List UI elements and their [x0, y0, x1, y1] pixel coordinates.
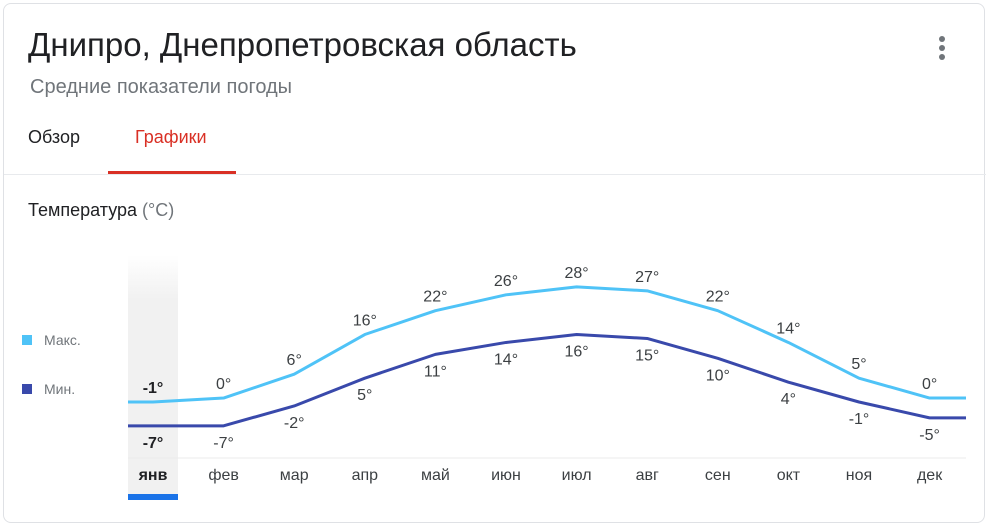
location-title: Днипро, Днепропетровская область — [28, 26, 577, 63]
more-vert-icon — [939, 36, 945, 42]
max-value-label: 0° — [216, 376, 231, 393]
max-value-label: 26° — [494, 273, 518, 290]
month-tab-6[interactable]: июл — [562, 467, 592, 484]
max-value-label: -1° — [143, 380, 164, 397]
min-value-label: 16° — [564, 344, 588, 361]
max-temperature-line — [128, 285, 966, 404]
max-value-label: 27° — [635, 269, 659, 286]
subtitle: Средние показатели погоды — [30, 76, 293, 98]
min-value-label: 4° — [781, 391, 796, 408]
min-value-label: -7° — [143, 435, 164, 452]
min-value-label: 11° — [424, 363, 447, 380]
temperature-chart: -1° 0° 6° 16° 22° 26° 28° 27° 22° 14° 5° 0° -7° -7° -2… — [128, 255, 966, 500]
max-value-label: 5° — [851, 356, 866, 373]
min-value-label: -2° — [284, 415, 305, 432]
month-tab-5[interactable]: июн — [491, 467, 521, 484]
month-tab-7[interactable]: авг — [636, 467, 659, 484]
legend-label-min: Мин. — [44, 381, 76, 397]
month-tab-4[interactable]: май — [421, 467, 450, 484]
max-value-label: 22° — [706, 289, 730, 306]
legend-swatch-min — [22, 384, 32, 395]
min-value-label: -5° — [919, 427, 940, 444]
legend-item-max: Макс. — [22, 332, 81, 348]
chart-title: Температура (°C) — [28, 200, 174, 221]
min-value-label: 15° — [635, 347, 659, 364]
active-tab-indicator — [108, 171, 236, 174]
month-tab-8[interactable]: сен — [705, 467, 731, 484]
legend-item-min: Мин. — [22, 381, 75, 397]
month-tab-3[interactable]: апр — [352, 467, 379, 484]
max-value-label: 0° — [922, 376, 937, 393]
chart-title-label: Температура — [28, 200, 138, 220]
max-value-label: 6° — [287, 352, 302, 369]
min-value-label: -1° — [849, 411, 870, 428]
max-value-label: 28° — [564, 265, 588, 282]
min-value-label: -7° — [213, 435, 234, 452]
month-tab-11[interactable]: дек — [917, 467, 943, 484]
more-options-button[interactable] — [930, 32, 954, 64]
month-tab-9[interactable]: окт — [777, 467, 801, 484]
more-vert-icon-dot — [939, 45, 945, 51]
tab-charts[interactable]: Графики — [135, 127, 207, 147]
month-tab-10[interactable]: ноя — [846, 467, 872, 484]
legend-swatch-max — [22, 335, 32, 346]
selected-month-indicator — [128, 494, 178, 500]
min-value-label: 14° — [494, 351, 518, 368]
max-value-label: 22° — [423, 289, 447, 306]
divider — [4, 174, 986, 175]
min-value-label: 5° — [357, 387, 372, 404]
max-value-label: 14° — [776, 320, 800, 337]
month-tab-2[interactable]: мар — [280, 467, 309, 484]
month-tab-1[interactable]: фев — [208, 467, 239, 484]
min-temperature-line — [128, 333, 966, 428]
min-value-label: 10° — [706, 367, 730, 384]
selected-month-highlight — [128, 255, 178, 500]
month-tab-0[interactable]: янв — [138, 467, 168, 484]
tabs: Обзор Графики — [0, 110, 982, 174]
legend-label-max: Макс. — [44, 332, 81, 348]
max-value-label: 16° — [353, 313, 377, 330]
more-vert-icon-dot — [939, 54, 945, 60]
chart-title-unit: (°C) — [142, 200, 175, 220]
tab-overview[interactable]: Обзор — [28, 127, 80, 147]
